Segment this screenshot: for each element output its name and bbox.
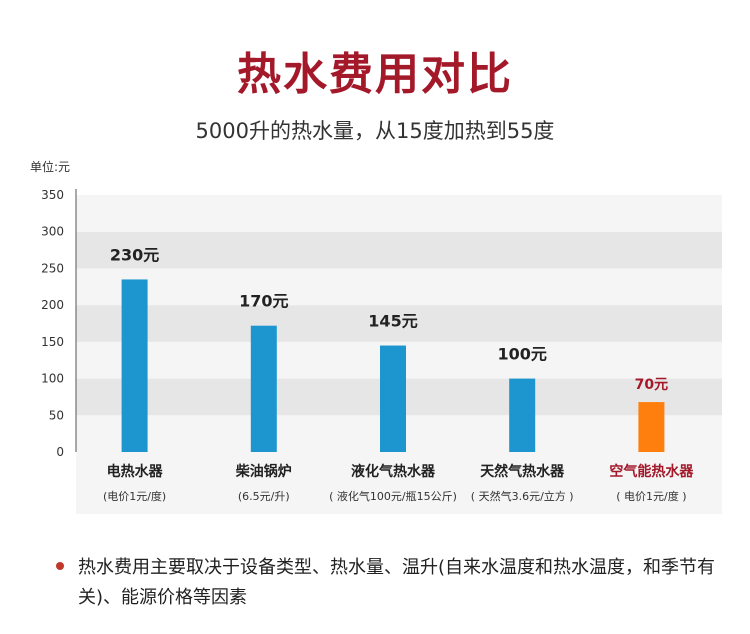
footnote: 热水费用主要取决于设备类型、热水量、温升(自来水温度和热水温度，和季节有关)、能… — [56, 553, 736, 613]
y-tick-label: 300 — [41, 225, 64, 239]
y-tick-label: 150 — [41, 335, 64, 349]
y-tick-label: 350 — [41, 188, 64, 202]
y-tick-label: 50 — [49, 408, 64, 422]
y-tick-label: 250 — [41, 261, 64, 275]
bar — [250, 325, 277, 452]
grid-band — [76, 231, 722, 269]
category-sublabel: ( 电价1元/度 ) — [616, 489, 686, 503]
bar — [121, 279, 148, 452]
category-sublabel: ( 天然气3.6元/立方 ) — [471, 489, 574, 503]
data-label: 170元 — [239, 292, 288, 311]
category-label-band — [76, 452, 722, 514]
data-label: 70元 — [635, 377, 668, 393]
y-tick-label: 100 — [41, 372, 64, 386]
category-sublabel: ( 液化气100元/瓶15公斤) — [329, 489, 457, 503]
grid-band — [76, 305, 722, 342]
y-axis-unit-label: 单位:元 — [30, 160, 71, 174]
chart-subtitle: 5000升的热水量，从15度加热到55度 — [195, 119, 555, 143]
category-label: 空气能热水器 — [609, 463, 694, 480]
data-label: 230元 — [110, 245, 159, 264]
bar — [638, 402, 665, 452]
grid-band — [76, 195, 722, 232]
y-tick-label: 0 — [56, 445, 64, 459]
footnote-text: 热水费用主要取决于设备类型、热水量、温升(自来水温度和热水温度，和季节有关)、能… — [78, 557, 716, 608]
data-label: 145元 — [368, 312, 417, 331]
category-sublabel: (电价1元/度) — [103, 489, 166, 503]
category-label: 电热水器 — [107, 463, 164, 480]
bar — [380, 345, 406, 452]
bullet-dot-icon — [56, 562, 64, 570]
y-tick-label: 200 — [41, 298, 64, 312]
category-label: 天然气热水器 — [480, 463, 565, 480]
category-label: 柴油锅炉 — [235, 463, 292, 480]
bar — [509, 378, 536, 452]
grid-band — [76, 268, 722, 306]
chart-title: 热水费用对比 — [237, 49, 513, 100]
category-label: 液化气热水器 — [351, 463, 436, 480]
data-label: 100元 — [497, 345, 546, 364]
category-sublabel: (6.5元/升) — [238, 490, 290, 503]
